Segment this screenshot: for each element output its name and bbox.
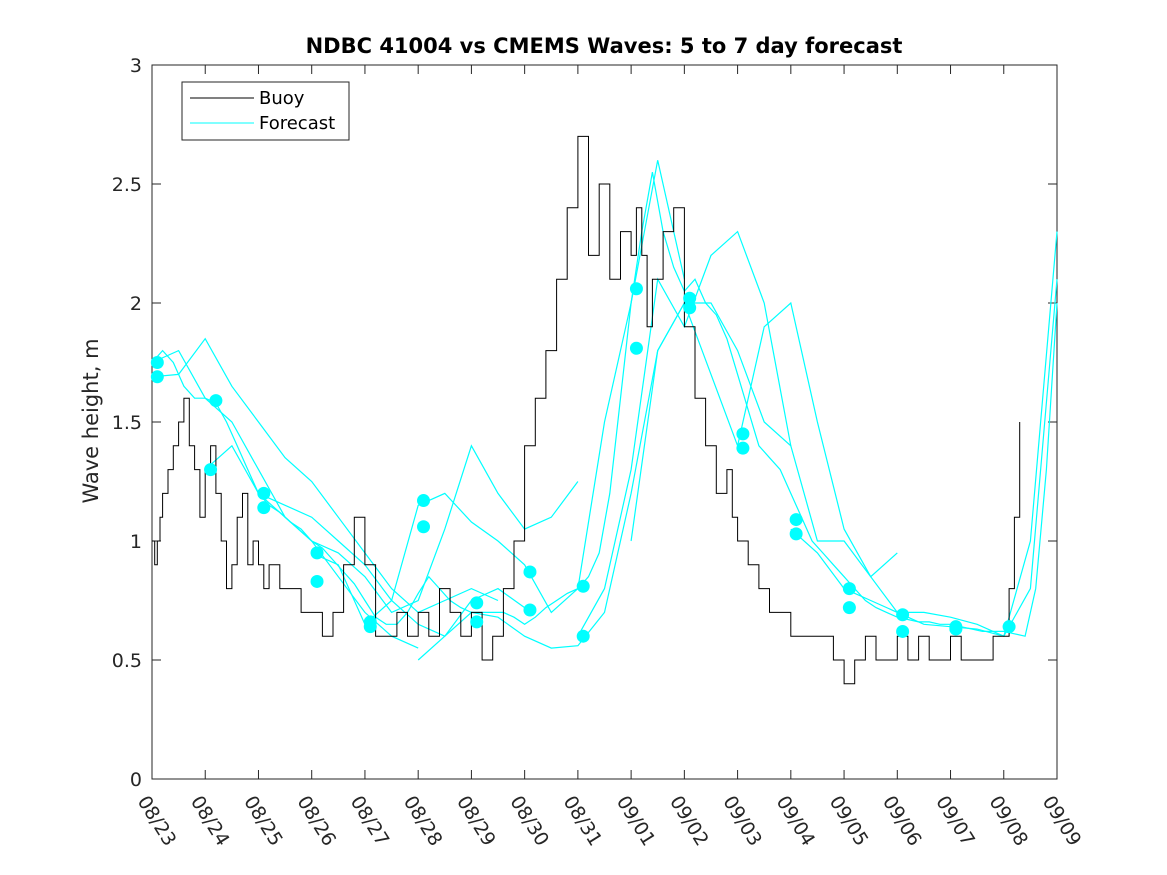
y-tick-label: 1.5 xyxy=(112,412,142,434)
forecast-marker xyxy=(310,574,324,588)
forecast-run-line xyxy=(151,337,499,614)
forecast-marker xyxy=(470,596,484,610)
forecast-marker xyxy=(310,546,324,560)
forecast-marker xyxy=(629,341,643,355)
chart-title: NDBC 41004 vs CMEMS Waves: 5 to 7 day fo… xyxy=(306,34,903,58)
forecast-marker xyxy=(523,565,537,579)
legend: Buoy Forecast xyxy=(181,81,350,141)
forecast-marker xyxy=(417,494,430,508)
y-ticks: 0 0.5 1 1.5 2 2.5 3 xyxy=(112,55,1057,791)
y-tick-label: 3 xyxy=(130,55,142,77)
forecast-run-line xyxy=(311,160,685,626)
forecast-marker xyxy=(789,527,803,541)
forecast-marker xyxy=(523,603,537,617)
forecast-marker xyxy=(1002,620,1016,634)
forecast-run-line xyxy=(630,279,1058,637)
forecast-marker xyxy=(736,441,750,455)
buoy-series xyxy=(152,135,1021,685)
forecast-marker xyxy=(736,427,750,441)
buoy-line xyxy=(152,135,1021,685)
forecast-marker xyxy=(896,624,910,638)
forecast-marker xyxy=(150,370,164,384)
forecast-marker xyxy=(576,579,590,593)
forecast-marker xyxy=(683,291,697,305)
forecast-marker xyxy=(896,608,910,622)
forecast-marker xyxy=(257,486,271,500)
forecast-marker xyxy=(417,520,430,534)
forecast-marker xyxy=(842,601,856,615)
y-tick-label: 2.5 xyxy=(112,174,142,196)
forecast-marker xyxy=(204,463,218,477)
forecast-run-line xyxy=(790,231,1058,637)
forecast-marker xyxy=(629,282,643,296)
legend-buoy-label: Buoy xyxy=(259,88,305,109)
forecast-markers xyxy=(150,282,1016,643)
forecast-marker xyxy=(949,622,963,636)
y-tick-label: 0 xyxy=(130,769,142,791)
y-tick-label: 2 xyxy=(130,293,142,315)
forecast-marker xyxy=(150,356,164,369)
forecast-marker xyxy=(470,615,484,629)
y-tick-label: 1 xyxy=(130,531,142,553)
forecast-marker xyxy=(683,301,697,315)
legend-forecast-label: Forecast xyxy=(259,113,335,134)
forecast-marker xyxy=(789,513,803,527)
y-tick-label: 0.5 xyxy=(112,650,142,672)
y-axis-label: Wave height, m xyxy=(79,338,103,503)
forecast-marker xyxy=(363,620,377,634)
legend-box xyxy=(181,81,350,141)
forecast-run-line xyxy=(577,230,898,637)
forecast-run-line xyxy=(417,302,792,661)
forecast-marker xyxy=(576,629,590,643)
forecast-marker xyxy=(842,582,856,596)
forecast-marker xyxy=(209,394,223,408)
forecast-marker xyxy=(257,501,271,515)
